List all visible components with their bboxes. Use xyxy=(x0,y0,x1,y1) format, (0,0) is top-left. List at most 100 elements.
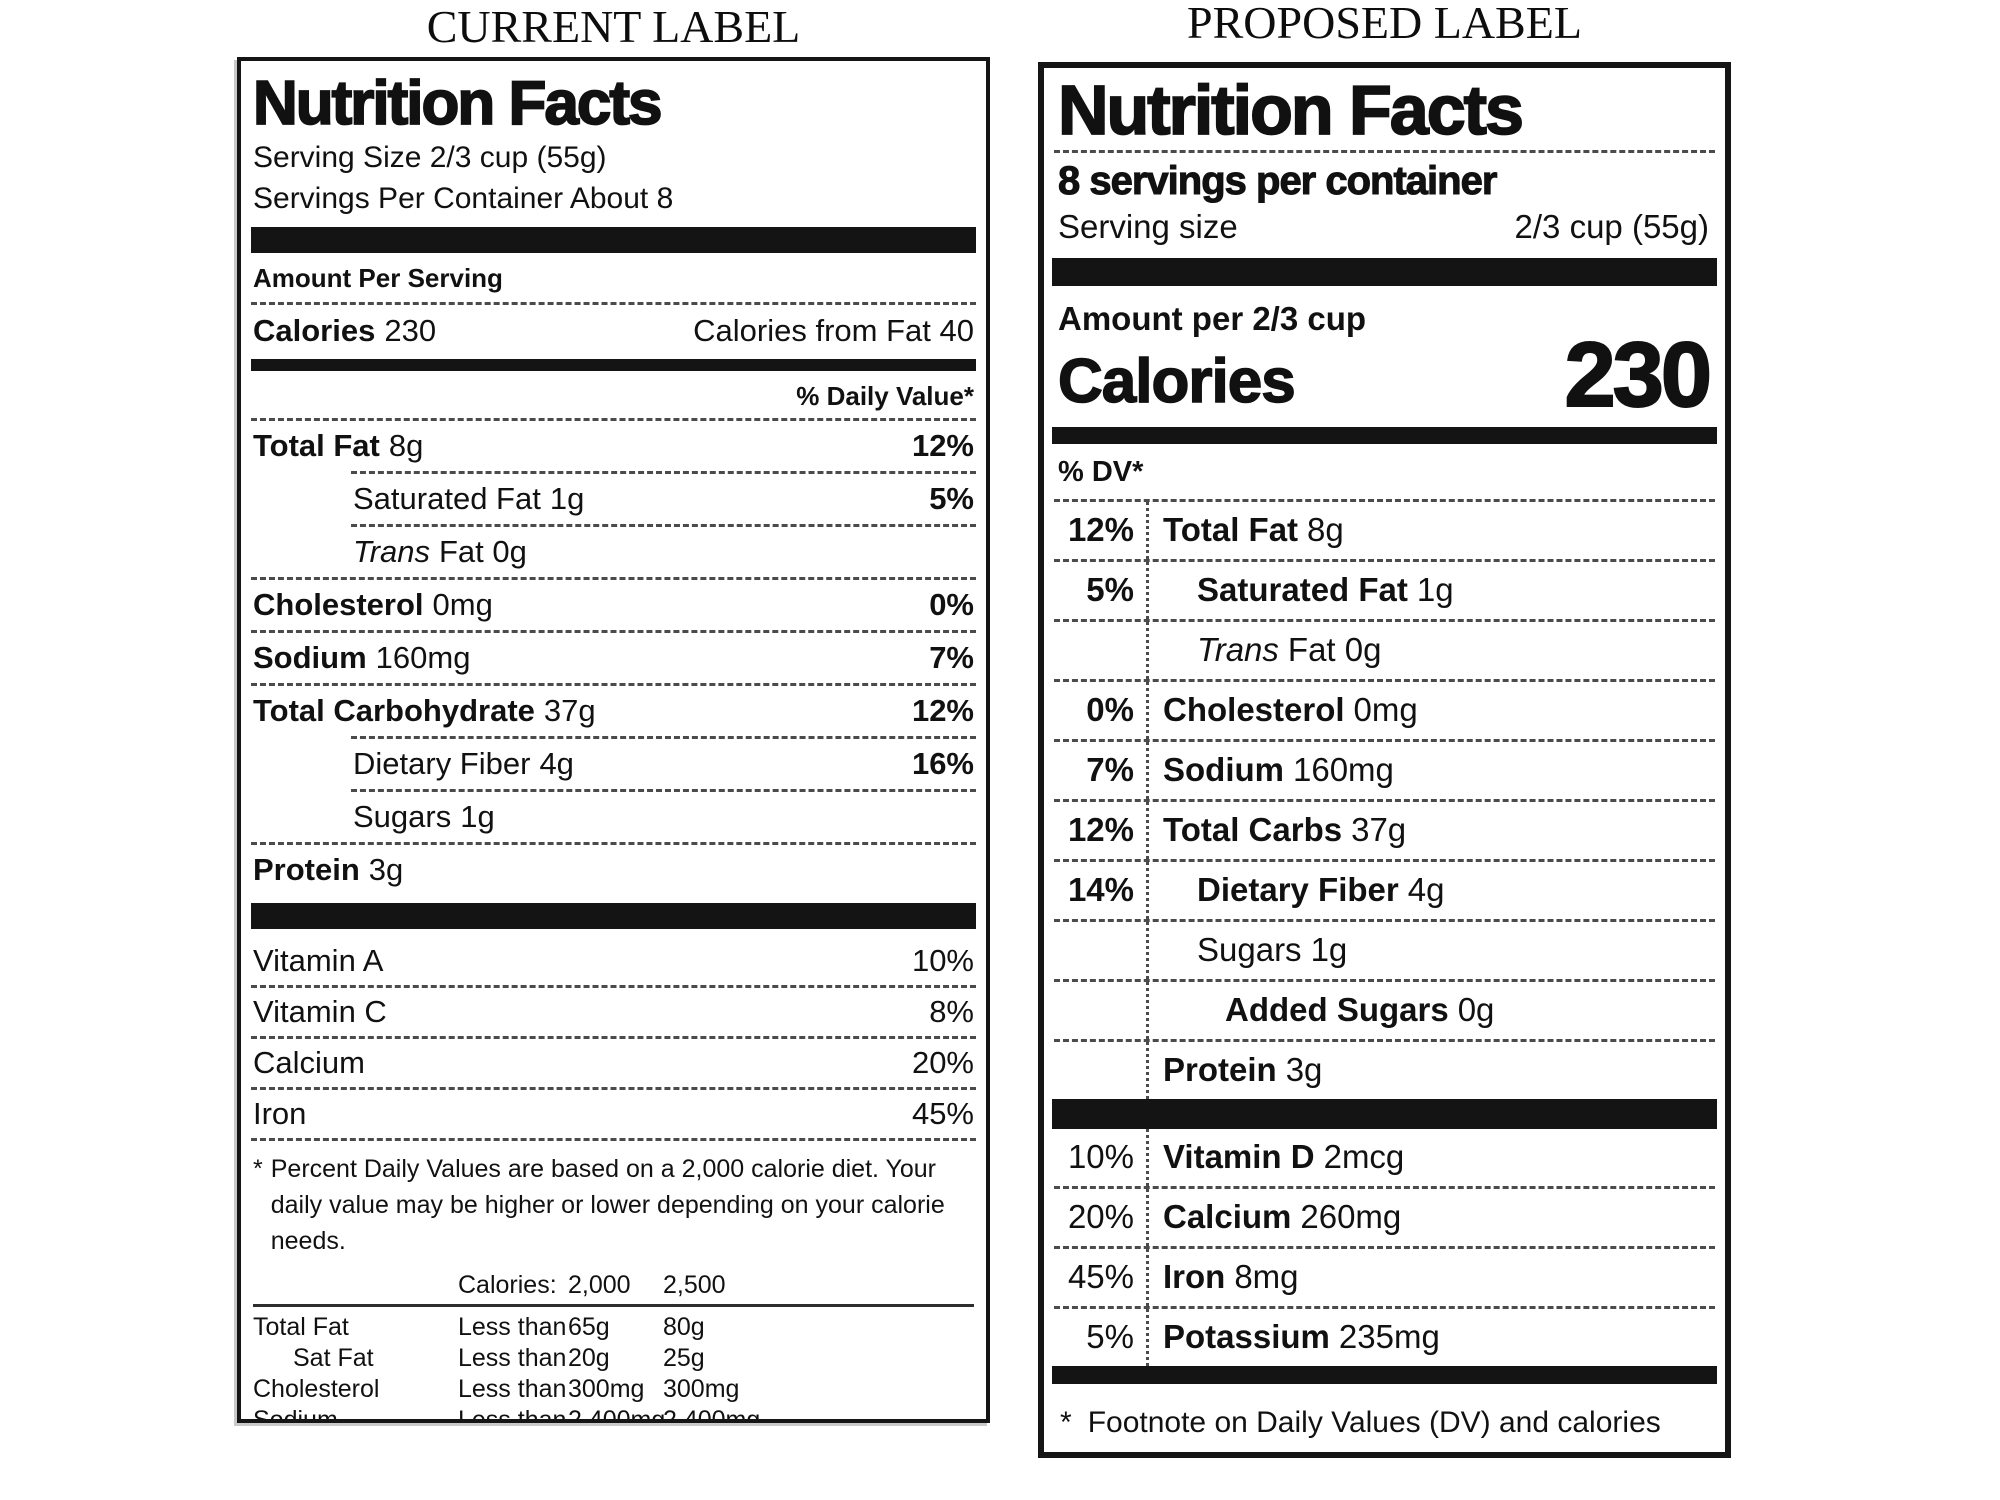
nutrient-dv: 12% xyxy=(911,692,974,728)
nutrient-name: Total Carbs xyxy=(1163,811,1343,849)
vitamin-name: Vitamin C xyxy=(253,993,387,1029)
table-row: Total Fat Less than 65g 80g xyxy=(253,1312,974,1343)
vitamin-dv: 8% xyxy=(929,993,974,1029)
table-cell: 20g xyxy=(568,1343,610,1372)
nutrient-name: Total Carbohydrate xyxy=(253,692,535,728)
nutrient-amount: 8g xyxy=(1307,511,1344,549)
nutrient-name: Sodium xyxy=(253,639,367,675)
hairline xyxy=(1054,618,1715,622)
hairline xyxy=(1054,1305,1715,1309)
nutrient-name: Sodium xyxy=(1163,751,1284,789)
table-cell: 25g xyxy=(663,1343,705,1372)
calories-label: Calories xyxy=(253,312,376,348)
table-row: Sat Fat Less than 20g 25g xyxy=(253,1343,974,1374)
nutrient-dv: 16% xyxy=(911,745,974,781)
hairline xyxy=(1054,1245,1715,1249)
table-cell: Sat Fat xyxy=(293,1343,374,1372)
hairline xyxy=(251,841,976,845)
hairline xyxy=(1054,558,1715,562)
table-header-row: Calories: 2,000 2,500 xyxy=(253,1270,974,1301)
table-cell: Less than xyxy=(458,1374,567,1403)
table-cell: Less than xyxy=(458,1405,567,1423)
hairline xyxy=(1054,798,1715,802)
calories-row: Calories 230 Calories from Fat 40 xyxy=(241,305,986,357)
footnote: * Percent Daily Values are based on a 2,… xyxy=(241,1141,986,1264)
nutrient-amount: 8g xyxy=(388,427,424,463)
vitamin-name: Calcium xyxy=(253,1044,365,1080)
nutrient-dv: 5% xyxy=(929,480,974,516)
nutrient-row: 7% Sodium 160mg xyxy=(1044,741,1725,799)
black-divider-bar xyxy=(1052,426,1717,444)
vitamin-dv: 45% xyxy=(1067,1258,1134,1296)
serving-size-label: Serving size xyxy=(1058,207,1238,245)
nutrient-name: Cholesterol xyxy=(253,586,424,622)
nutrient-row: Sodium 160mg 7% xyxy=(241,633,986,683)
nutrient-name: Protein xyxy=(253,851,360,887)
nutrient-dv: 12% xyxy=(1067,811,1134,849)
nutrient-amount: 1g xyxy=(460,798,495,834)
table-row: Sodium Less than 2,400mg 2,400mg xyxy=(253,1405,974,1423)
table-cell: 2,400mg xyxy=(568,1405,666,1423)
nutrient-name: Dietary Fiber xyxy=(1197,871,1399,909)
calories-value: 230 xyxy=(384,312,437,348)
current-nutrition-label: Nutrition Facts Serving Size 2/3 cup (55… xyxy=(237,57,990,1423)
calories-label: Calories xyxy=(1057,346,1296,416)
hairline xyxy=(1054,858,1715,862)
serving-size-line: Serving Size 2/3 cup (55g) xyxy=(253,141,607,175)
footnote-text: Percent Daily Values are based on a 2,00… xyxy=(270,1154,945,1256)
amount-per-label: Amount per 2/3 cup xyxy=(1058,299,1367,337)
table-cell: Cholesterol xyxy=(253,1374,380,1403)
nutrition-facts-title: Nutrition Facts xyxy=(252,68,663,139)
nutrient-amount: 37g xyxy=(1351,811,1407,849)
black-divider-bar xyxy=(251,358,976,371)
nutrient-row: 0% Cholesterol 0mg xyxy=(1044,681,1725,739)
vitamin-amount: 235mg xyxy=(1338,1318,1440,1356)
nutrient-row: Sugars 1g xyxy=(241,792,986,842)
nutrient-amount: 1g xyxy=(549,480,585,516)
hairline xyxy=(251,417,976,421)
dv-header: % DV* xyxy=(1058,455,1144,488)
hairline xyxy=(1054,149,1715,153)
nutrient-row: Sugars 1g xyxy=(1044,921,1725,979)
nutrient-amount: 160mg xyxy=(375,639,471,675)
nutrient-dv: 12% xyxy=(911,427,974,463)
nutrient-dv xyxy=(1044,1042,1146,1099)
nutrient-dv: 7% xyxy=(929,639,974,675)
nutrient-dv: 12% xyxy=(1067,511,1134,549)
proposed-nutrition-label: Nutrition Facts 8 servings per container… xyxy=(1038,62,1731,1458)
nutrient-amount: 160mg xyxy=(1293,751,1394,789)
vitamin-row: Calcium 20% xyxy=(241,1039,986,1087)
vitamin-name: Iron xyxy=(1163,1258,1226,1296)
vitamin-row: 10% Vitamin D 2mcg xyxy=(1044,1128,1725,1186)
footnote-asterisk: * xyxy=(253,1154,263,1183)
nutrient-dv: 7% xyxy=(1086,751,1134,789)
hairline xyxy=(251,682,976,686)
nutrient-row: Dietary Fiber 4g 16% xyxy=(241,739,986,789)
hairline xyxy=(1054,498,1715,502)
servings-per-container-line: Servings Per Container About 8 xyxy=(253,181,674,215)
nutrient-dv: 0% xyxy=(1086,691,1134,729)
table-cell: Less than xyxy=(458,1343,567,1372)
table-row: Cholesterol Less than 300mg 300mg xyxy=(253,1374,974,1405)
hairline xyxy=(1054,918,1715,922)
table-cell: 300mg xyxy=(568,1374,645,1403)
hairline xyxy=(251,1137,976,1141)
nutrient-name: Cholesterol xyxy=(1163,691,1345,729)
vitamin-name: Vitamin A xyxy=(253,942,384,978)
hairline xyxy=(1054,978,1715,982)
vitamin-dv: 20% xyxy=(1067,1198,1134,1236)
servings-per-container-line: 8 servings per container xyxy=(1058,158,1498,203)
nutrient-amount: 0mg xyxy=(1353,691,1418,729)
vitamin-name: Vitamin D xyxy=(1163,1138,1315,1176)
nutrient-amount: 37g xyxy=(543,692,596,728)
nutrient-name: Protein xyxy=(1163,1051,1277,1089)
table-cell: Sodium xyxy=(253,1405,338,1423)
calories-from-fat: Calories from Fat 40 xyxy=(693,312,974,348)
footnote-asterisk: * xyxy=(1060,1405,1072,1439)
nutrient-amount: 4g xyxy=(1407,871,1445,909)
vitamin-dv: 45% xyxy=(911,1095,974,1131)
black-divider-bar xyxy=(1052,257,1717,286)
calories-value: 230 xyxy=(1564,323,1713,426)
table-cell: 80g xyxy=(663,1312,705,1341)
table-cell: Less than xyxy=(458,1312,567,1341)
